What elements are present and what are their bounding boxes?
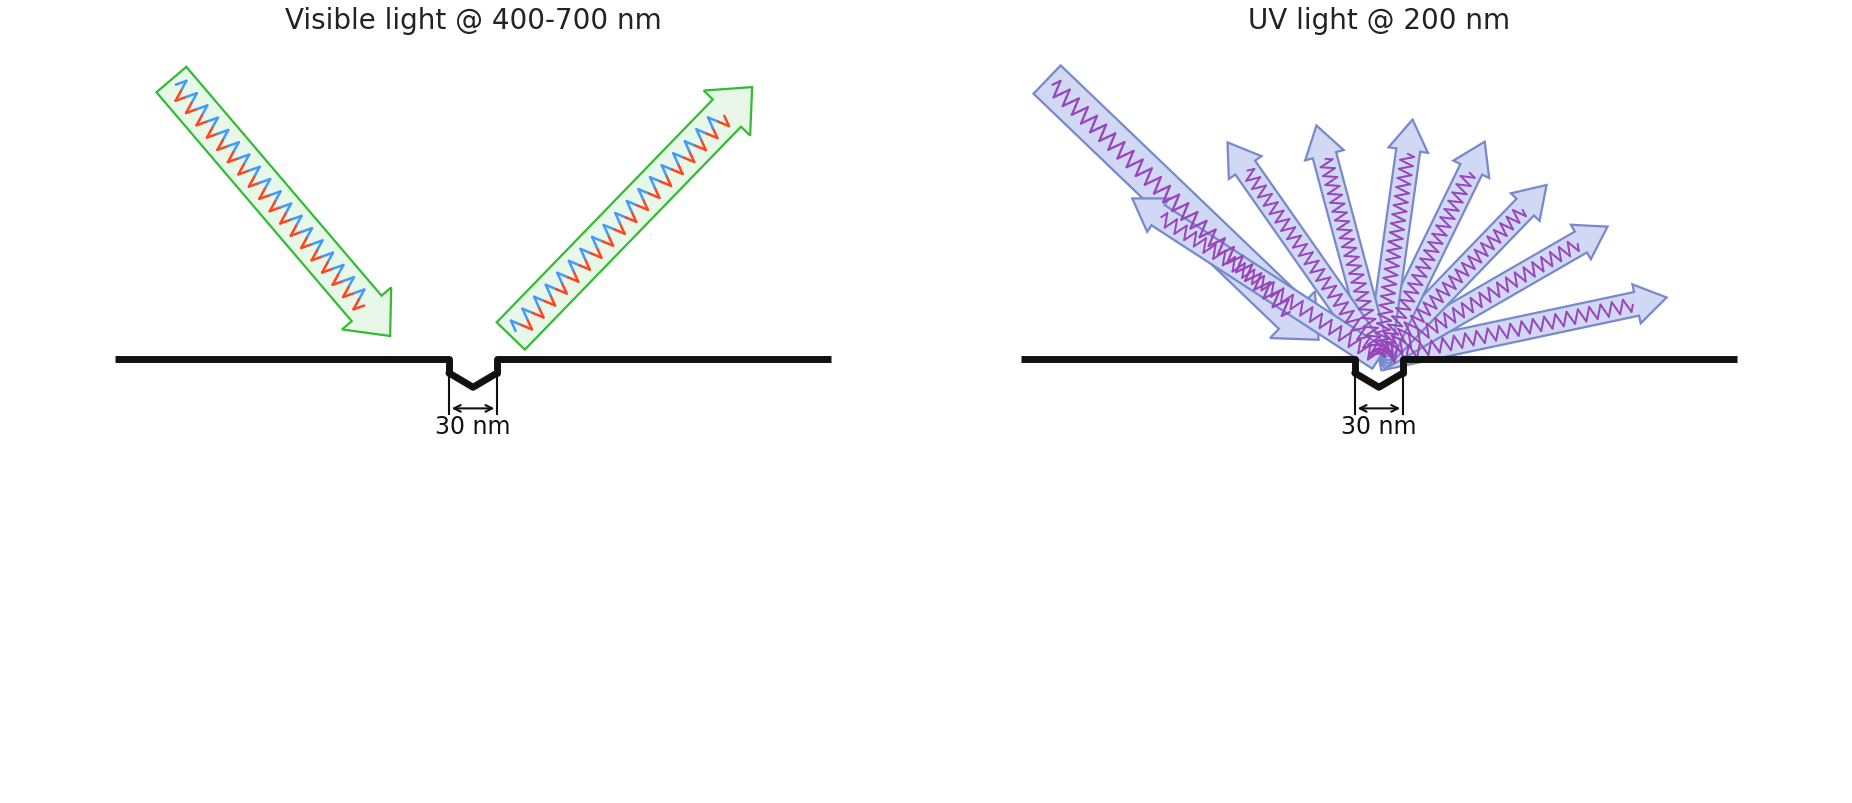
Polygon shape xyxy=(1033,67,1319,340)
Polygon shape xyxy=(1228,143,1389,366)
Title: UV light @ 200 nm: UV light @ 200 nm xyxy=(1248,7,1509,35)
Polygon shape xyxy=(1372,226,1608,369)
Title: Visible light @ 400-700 nm: Visible light @ 400-700 nm xyxy=(285,7,661,35)
Polygon shape xyxy=(1132,199,1385,369)
Text: 30 nm: 30 nm xyxy=(435,415,511,439)
Polygon shape xyxy=(156,67,391,336)
Polygon shape xyxy=(496,88,752,350)
Polygon shape xyxy=(1370,185,1546,368)
Polygon shape xyxy=(1306,126,1391,362)
Polygon shape xyxy=(1376,285,1667,371)
Polygon shape xyxy=(1367,120,1428,361)
Text: 30 nm: 30 nm xyxy=(1341,415,1417,439)
Polygon shape xyxy=(1369,142,1489,365)
